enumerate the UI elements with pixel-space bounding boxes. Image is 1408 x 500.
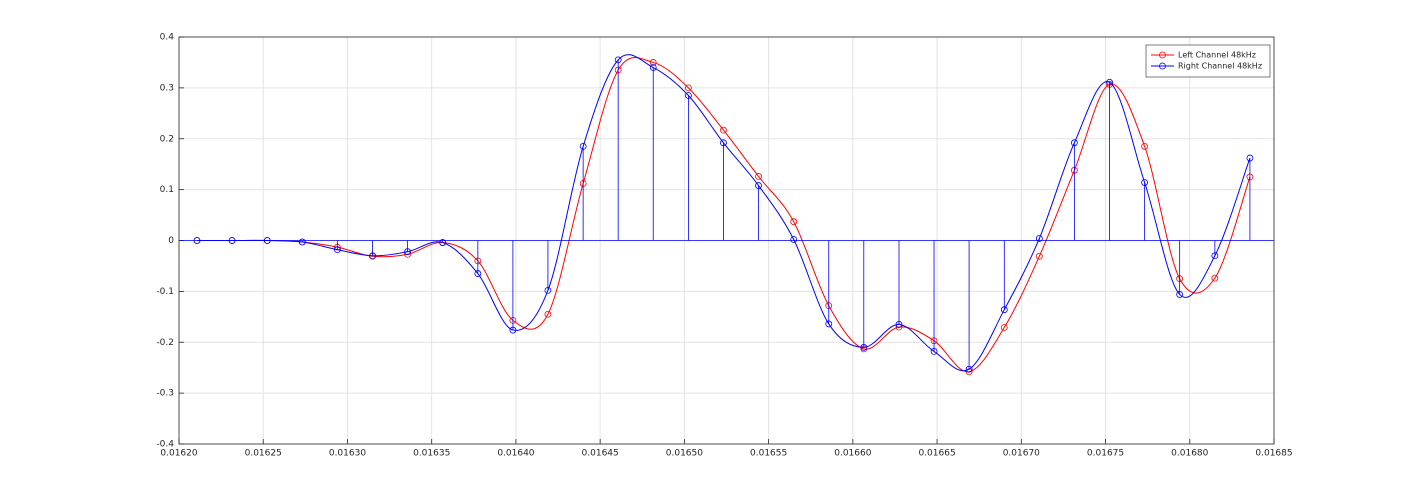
data-point — [544, 310, 552, 318]
data-point — [1106, 78, 1113, 86]
data-point — [825, 320, 833, 328]
series-line — [197, 54, 1251, 372]
x-tick-label: 0.01660 — [834, 449, 871, 459]
data-point — [1141, 142, 1149, 150]
data-point — [544, 286, 552, 294]
data-point — [1070, 139, 1078, 147]
data-point — [404, 248, 412, 256]
x-tick-label: 0.01655 — [750, 449, 787, 459]
legend-marker — [1159, 51, 1166, 59]
data-point — [685, 92, 692, 99]
data-point — [755, 182, 762, 189]
data-point — [369, 252, 376, 260]
x-tick-label: 0.01645 — [582, 449, 619, 459]
data-point — [720, 126, 727, 134]
x-tick-label: 0.01665 — [918, 449, 955, 459]
data-point — [474, 270, 482, 277]
y-tick-label: -0.2 — [156, 338, 174, 348]
legend-box — [1145, 44, 1271, 78]
x-tick-label: 0.01635 — [413, 449, 450, 459]
data-point — [1176, 291, 1184, 298]
x-tick-label: 0.01685 — [1255, 449, 1292, 459]
axes-box — [178, 36, 1275, 445]
data-point — [755, 172, 762, 180]
data-point — [193, 237, 201, 244]
data-point — [1000, 306, 1008, 314]
y-tick-label: 0.4 — [160, 33, 175, 43]
y-tick-label: -0.1 — [156, 287, 174, 297]
data-point — [1000, 324, 1008, 331]
data-point — [579, 142, 587, 150]
series-line — [197, 57, 1251, 373]
x-tick-label: 0.01650 — [666, 449, 703, 459]
data-point — [439, 239, 447, 246]
data-point — [1035, 252, 1043, 260]
data-point — [649, 59, 657, 66]
data-point — [1246, 154, 1254, 162]
data-point — [1141, 179, 1149, 186]
data-point — [930, 348, 938, 355]
x-tick-label: 0.01640 — [497, 449, 534, 459]
data-point — [790, 218, 798, 226]
legend: Left Channel 48kHz Right Channel 48kHz — [1145, 44, 1271, 78]
y-tick-label: 0.2 — [160, 134, 174, 144]
legend-marker — [1159, 62, 1166, 70]
data-point — [860, 343, 868, 351]
x-tick-label: 0.01680 — [1171, 449, 1208, 459]
data-point — [649, 64, 657, 71]
x-tick-label: 0.01670 — [1003, 449, 1040, 459]
y-tick-label: 0.3 — [160, 83, 174, 93]
data-point — [895, 321, 903, 328]
data-point — [1035, 235, 1043, 242]
y-tick-label: -0.4 — [156, 440, 174, 450]
y-tick-label: 0.1 — [160, 185, 174, 195]
data-point — [685, 84, 692, 92]
data-point — [720, 139, 727, 147]
legend-label: Right Channel 48kHz — [1178, 62, 1262, 71]
y-tick-label: 0 — [168, 236, 174, 246]
data-point — [509, 326, 517, 334]
data-point — [333, 246, 341, 254]
data-point — [965, 365, 973, 373]
x-tick-label: 0.01620 — [160, 449, 197, 459]
data-point — [228, 237, 236, 244]
x-tick-label: 0.01675 — [1087, 449, 1124, 459]
data-point — [790, 236, 798, 243]
data-point — [1211, 274, 1219, 282]
x-tick-label: 0.01630 — [329, 449, 366, 459]
data-point — [298, 238, 306, 246]
legend-label: Left Channel 48kHz — [1178, 51, 1256, 60]
data-point — [614, 56, 622, 64]
data-point — [263, 237, 271, 244]
data — [179, 54, 1274, 376]
x-tick-label: 0.01625 — [245, 449, 282, 459]
y-tick-label: -0.3 — [156, 389, 174, 399]
data-point — [1211, 252, 1219, 260]
